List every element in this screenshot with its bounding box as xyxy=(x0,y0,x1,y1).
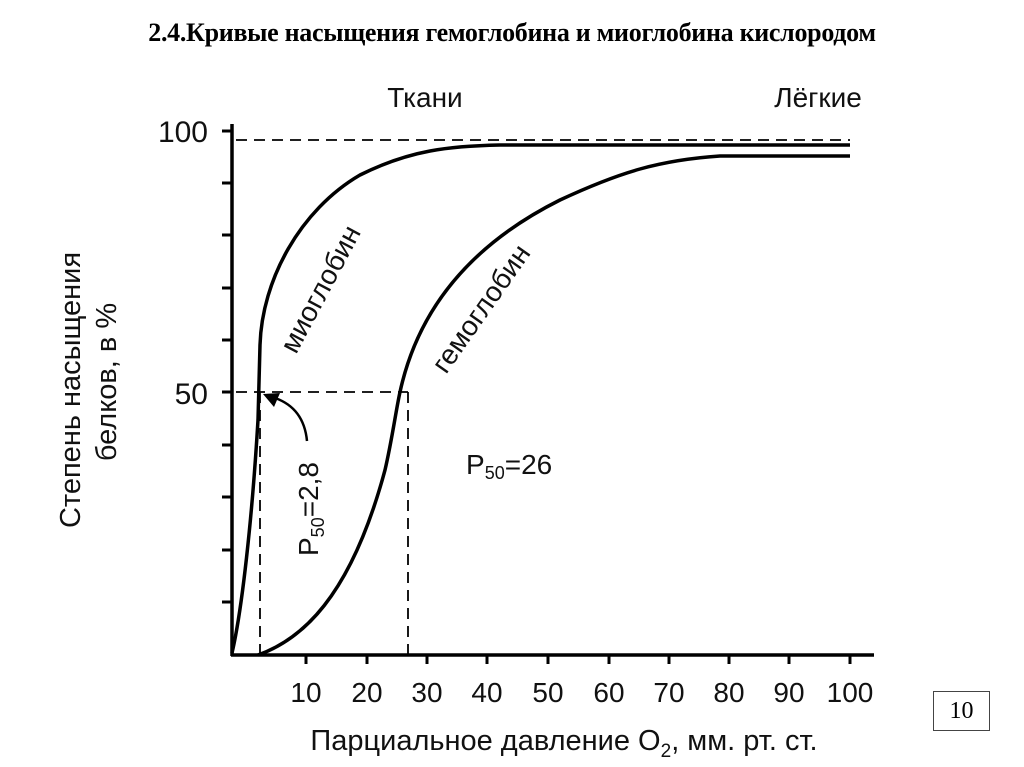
label-hemoglobin: гемоглобин xyxy=(426,239,537,379)
y-axis: 100 50 xyxy=(158,116,234,656)
reference-lines xyxy=(236,139,850,655)
annotation-tissues: Ткани xyxy=(387,82,462,113)
annotation-p50-hemoglobin: P50=26 xyxy=(466,449,552,483)
x-tick-label: 70 xyxy=(653,677,684,708)
y-label-line2: белков, в % xyxy=(91,303,123,461)
x-axis-label: Парциальное давление O2, мм. рт. ст. xyxy=(310,725,817,762)
series-myoglobin-line xyxy=(230,143,850,654)
p50-arrow xyxy=(274,396,309,442)
x-tick-label: 60 xyxy=(593,677,624,708)
label-myoglobin: миоглобин xyxy=(274,220,367,358)
annotation-lungs: Лёгкие xyxy=(774,82,862,113)
y-tick-label-100: 100 xyxy=(158,116,208,149)
x-tick-label: 40 xyxy=(471,677,502,708)
x-tick-label: 90 xyxy=(773,677,804,708)
y-tick-label-50: 50 xyxy=(175,378,208,411)
x-tick-label: 80 xyxy=(713,677,744,708)
page-number: 10 xyxy=(933,691,990,731)
x-tick-label: 20 xyxy=(351,677,382,708)
x-tick-label: 100 xyxy=(827,677,874,708)
slide-title: 2.4.Кривые насыщения гемоглобина и миогл… xyxy=(148,18,876,47)
x-axis: 10 20 30 40 50 60 70 80 90 100 Парциальн… xyxy=(231,653,874,762)
y-axis-label: Степень насыщения белков, в % xyxy=(55,252,123,528)
x-tick-label: 50 xyxy=(532,677,563,708)
x-tick-label: 30 xyxy=(411,677,442,708)
x-tick-label: 10 xyxy=(290,677,321,708)
y-label-line1: Степень насыщения xyxy=(55,252,87,528)
arrow-head-icon xyxy=(263,393,280,407)
series-hemoglobin-line xyxy=(257,154,850,657)
annotation-p50-myoglobin: P50=2,8 xyxy=(293,462,328,556)
